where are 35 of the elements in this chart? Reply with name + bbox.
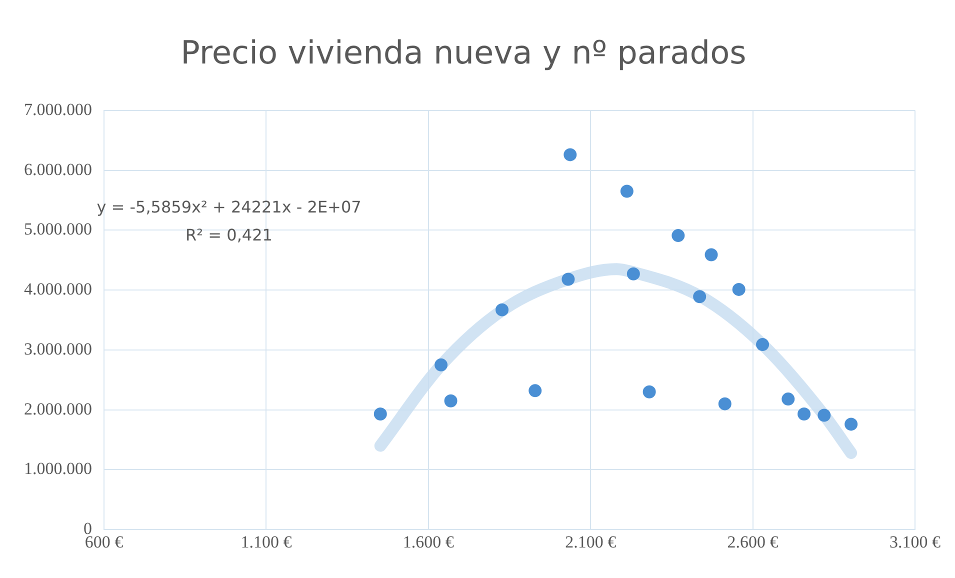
point: [818, 408, 831, 422]
point: [718, 397, 732, 410]
point: [528, 384, 542, 398]
point: [626, 267, 640, 280]
point: [642, 385, 656, 398]
x-tick-label: 1.100 €: [240, 532, 292, 552]
point: [620, 184, 634, 198]
point: [374, 408, 387, 421]
point: [782, 392, 795, 406]
annotation: R² = 0,421: [186, 226, 272, 245]
chart-title: Precio vivienda nueva y nº parados: [180, 34, 746, 72]
annotation: y = -5,5859x² + 24221x - 2E+07: [96, 198, 362, 217]
y-tick-label: 1.000.000: [24, 459, 92, 478]
point: [704, 248, 718, 262]
point: [732, 282, 746, 296]
point: [496, 303, 509, 316]
point: [798, 408, 811, 421]
point: [844, 418, 858, 431]
point: [672, 229, 685, 242]
point: [444, 394, 458, 408]
point: [562, 272, 575, 286]
x-tick-label: 2.600 €: [727, 532, 779, 552]
x-tick-label: 2.100 €: [565, 532, 617, 552]
point: [756, 338, 770, 352]
point: [434, 358, 448, 372]
y-tick-label: 7.000.000: [24, 100, 92, 119]
y-tick-label: 5.000.000: [24, 220, 92, 239]
x-tick-label: 1.600 €: [402, 532, 454, 552]
y-tick-label: 6.000.000: [24, 160, 92, 179]
point: [693, 290, 706, 304]
y-tick-label: 4.000.000: [24, 280, 92, 299]
y-tick-label: 3.000.000: [24, 339, 92, 358]
x-tick-label: 3.100 €: [890, 532, 941, 552]
y-tick-label: 2.000.000: [24, 399, 92, 418]
point: [564, 148, 577, 162]
